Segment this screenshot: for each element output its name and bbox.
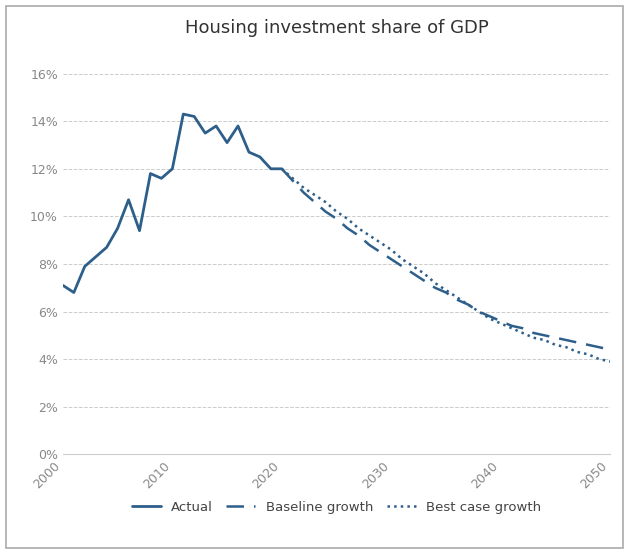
Baseline growth (431, 284, 439, 291)
Best case growth (442, 287, 450, 294)
Baseline growth (333, 216, 340, 222)
Line: Best case growth: Best case growth (282, 169, 610, 362)
Baseline growth (289, 177, 296, 184)
Actual (136, 227, 143, 234)
Best case growth (365, 232, 373, 239)
Baseline growth (377, 249, 384, 255)
Best case growth (311, 192, 318, 198)
Best case growth (420, 270, 428, 277)
Baseline growth (596, 344, 603, 351)
Best case growth (464, 301, 472, 307)
Best case growth (519, 330, 526, 336)
Actual (103, 244, 111, 250)
Actual (201, 130, 209, 136)
Line: Actual: Actual (63, 114, 282, 293)
Baseline growth (606, 346, 614, 353)
Actual (125, 197, 132, 203)
Baseline growth (486, 313, 494, 320)
Baseline growth (355, 232, 362, 239)
Baseline growth (475, 308, 482, 315)
Actual (59, 282, 67, 289)
Actual (70, 289, 77, 296)
Best case growth (453, 294, 460, 301)
Actual (179, 111, 187, 117)
Line: Baseline growth: Baseline growth (282, 169, 610, 350)
Baseline growth (552, 335, 559, 341)
Best case growth (431, 280, 439, 286)
Best case growth (552, 341, 559, 348)
Actual (213, 122, 220, 129)
Actual (267, 166, 275, 172)
Baseline growth (311, 199, 318, 206)
Baseline growth (574, 339, 581, 346)
Best case growth (497, 320, 504, 327)
Best case growth (333, 208, 340, 215)
Baseline growth (541, 332, 548, 338)
Actual (191, 113, 198, 120)
Best case growth (322, 199, 330, 206)
Actual (245, 149, 253, 156)
Actual (114, 225, 121, 232)
Baseline growth (387, 256, 395, 263)
Actual (256, 153, 264, 160)
Best case growth (343, 216, 351, 222)
Actual (81, 263, 89, 270)
Baseline growth (420, 278, 428, 284)
Actual (169, 166, 176, 172)
Baseline growth (343, 225, 351, 232)
Baseline growth (584, 341, 592, 348)
Baseline growth (278, 166, 286, 172)
Best case growth (300, 184, 308, 191)
Actual (147, 170, 154, 177)
Baseline growth (497, 318, 504, 325)
Best case growth (377, 239, 384, 246)
Baseline growth (409, 270, 417, 277)
Baseline growth (530, 330, 537, 336)
Baseline growth (464, 301, 472, 307)
Actual (223, 139, 231, 146)
Actual (158, 175, 165, 182)
Best case growth (486, 315, 494, 322)
Best case growth (562, 344, 570, 351)
Baseline growth (453, 296, 460, 303)
Best case growth (574, 348, 581, 355)
Baseline growth (442, 289, 450, 296)
Actual (278, 166, 286, 172)
Baseline growth (300, 189, 308, 196)
Best case growth (606, 358, 614, 365)
Best case growth (596, 356, 603, 362)
Actual (92, 254, 99, 260)
Best case growth (584, 351, 592, 358)
Baseline growth (365, 242, 373, 248)
Best case growth (475, 308, 482, 315)
Best case growth (398, 256, 406, 263)
Best case growth (541, 337, 548, 343)
Title: Housing investment share of GDP: Housing investment share of GDP (185, 19, 488, 37)
Best case growth (289, 175, 296, 182)
Best case growth (409, 263, 417, 270)
Best case growth (508, 325, 515, 331)
Baseline growth (398, 263, 406, 270)
Legend: Actual, Baseline growth, Best case growth: Actual, Baseline growth, Best case growt… (125, 494, 548, 520)
Baseline growth (562, 337, 570, 343)
Best case growth (355, 225, 362, 232)
Actual (234, 122, 242, 129)
Baseline growth (508, 322, 515, 329)
Baseline growth (519, 325, 526, 331)
Best case growth (530, 335, 537, 341)
Baseline growth (322, 208, 330, 215)
Best case growth (278, 166, 286, 172)
Best case growth (387, 247, 395, 253)
